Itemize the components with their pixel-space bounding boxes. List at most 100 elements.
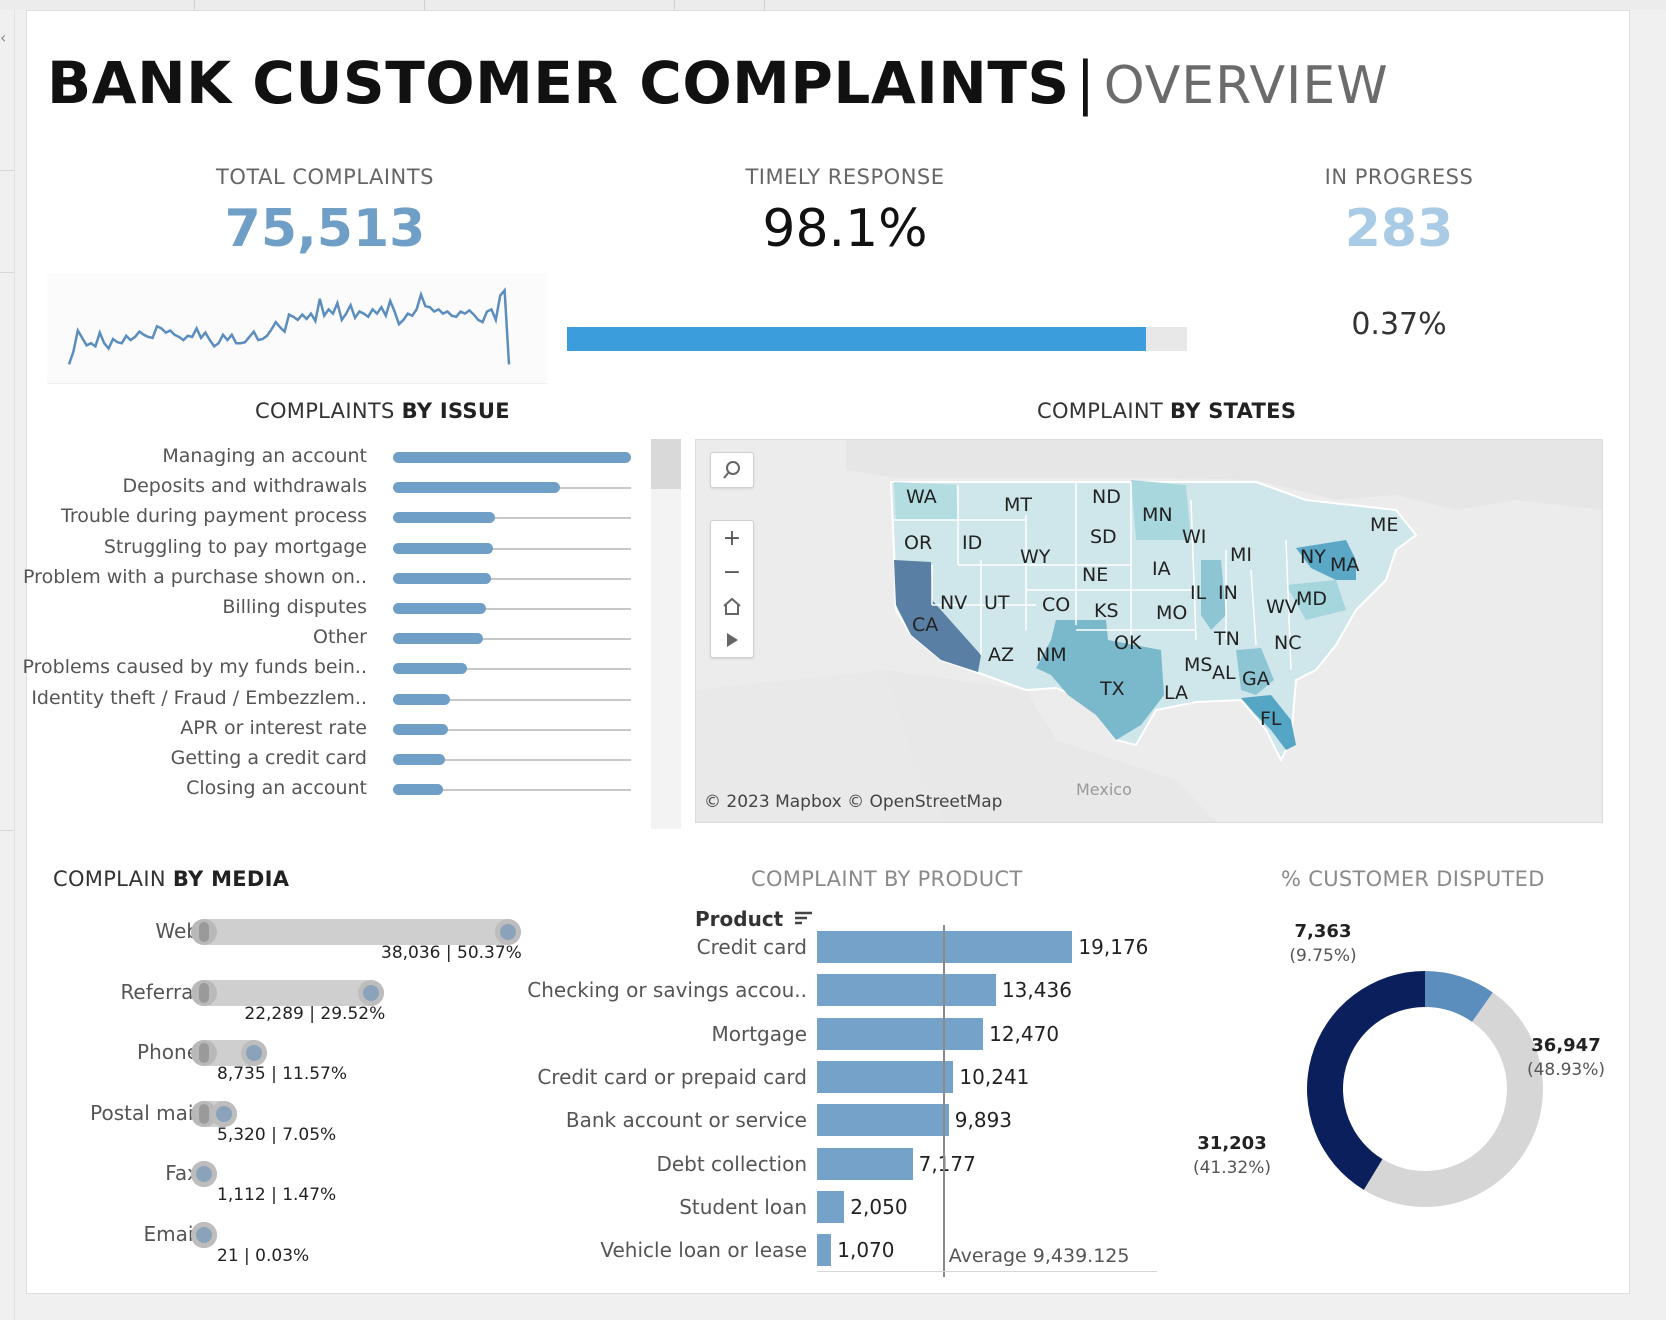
state-label-ks[interactable]: KS bbox=[1094, 600, 1119, 622]
issue-row[interactable]: Other bbox=[27, 624, 667, 654]
media-end-dot[interactable] bbox=[358, 979, 385, 1006]
state-label-mo[interactable]: MO bbox=[1156, 602, 1188, 624]
product-bar[interactable] bbox=[817, 1017, 984, 1050]
state-label-id[interactable]: ID bbox=[962, 532, 983, 554]
state-label-sd[interactable]: SD bbox=[1090, 526, 1117, 548]
state-label-ga[interactable]: GA bbox=[1242, 668, 1270, 690]
state-label-la[interactable]: LA bbox=[1164, 682, 1189, 704]
state-label-az[interactable]: AZ bbox=[988, 644, 1015, 666]
state-label-al[interactable]: AL bbox=[1212, 662, 1236, 684]
issue-row[interactable]: Problems caused by my funds bein.. bbox=[23, 654, 667, 684]
product-bar[interactable] bbox=[817, 1104, 949, 1137]
media-row[interactable]: Postal mail 5,320 | 7.05% bbox=[27, 1100, 587, 1161]
state-label-ne[interactable]: NE bbox=[1082, 564, 1109, 586]
issues-scrollbar[interactable] bbox=[651, 439, 681, 829]
donut-slice-3[interactable] bbox=[1307, 971, 1425, 1190]
state-label-nc[interactable]: NC bbox=[1274, 632, 1302, 654]
zoom-out-button[interactable]: − bbox=[711, 555, 753, 589]
issue-row[interactable]: Problem with a purchase shown on.. bbox=[23, 564, 667, 594]
state-mn-shape[interactable] bbox=[1131, 480, 1191, 540]
donut-slice-1[interactable] bbox=[1425, 971, 1493, 1022]
state-label-il[interactable]: IL bbox=[1190, 582, 1207, 604]
disputed-donut-chart[interactable] bbox=[1297, 961, 1553, 1217]
product-bar[interactable] bbox=[817, 974, 996, 1007]
state-label-wa[interactable]: WA bbox=[906, 486, 937, 508]
state-label-mn[interactable]: MN bbox=[1142, 504, 1173, 526]
tab-segment[interactable] bbox=[674, 0, 765, 10]
media-row[interactable]: Fax 1,112 | 1.47% bbox=[27, 1161, 587, 1221]
state-label-nd[interactable]: ND bbox=[1092, 486, 1121, 508]
issues-scrollbar-thumb[interactable] bbox=[651, 439, 681, 489]
map-expand-button[interactable] bbox=[711, 623, 753, 657]
timely-response-bar[interactable] bbox=[567, 327, 1187, 351]
state-label-md[interactable]: MD bbox=[1296, 588, 1328, 610]
map-attribution[interactable]: © 2023 Mapbox © OpenStreetMap bbox=[704, 792, 1003, 812]
state-label-nv[interactable]: NV bbox=[940, 592, 968, 614]
map-search-control[interactable] bbox=[710, 452, 754, 488]
issue-row[interactable]: Closing an account bbox=[27, 775, 667, 805]
media-end-dot[interactable] bbox=[240, 1040, 267, 1067]
complaints-sparkline-area[interactable] bbox=[47, 273, 547, 384]
state-label-wv[interactable]: WV bbox=[1266, 596, 1298, 618]
state-label-co[interactable]: CO bbox=[1042, 594, 1071, 616]
state-label-tx[interactable]: TX bbox=[1100, 678, 1125, 700]
product-column-header[interactable]: Product bbox=[695, 907, 814, 931]
state-label-wi[interactable]: WI bbox=[1182, 526, 1207, 548]
tab-segment[interactable] bbox=[194, 0, 425, 10]
state-label-ia[interactable]: IA bbox=[1152, 558, 1171, 580]
product-bar[interactable] bbox=[817, 1060, 954, 1093]
state-fl-shape[interactable] bbox=[1241, 695, 1296, 750]
media-end-dot[interactable] bbox=[191, 1161, 217, 1188]
issue-row[interactable]: Struggling to pay mortgage bbox=[27, 534, 667, 564]
state-label-ms[interactable]: MS bbox=[1184, 654, 1213, 676]
state-il-shape[interactable] bbox=[1201, 560, 1226, 630]
sort-icon[interactable] bbox=[794, 910, 814, 926]
issue-row[interactable]: APR or interest rate bbox=[27, 715, 667, 745]
issue-row[interactable]: Identity theft / Fraud / Embezzlem.. bbox=[27, 685, 667, 715]
media-end-dot[interactable] bbox=[495, 919, 521, 945]
state-wa-shape[interactable] bbox=[894, 482, 958, 520]
state-label-nm[interactable]: NM bbox=[1036, 644, 1067, 666]
state-label-wy[interactable]: WY bbox=[1020, 546, 1051, 568]
state-ny-shape[interactable] bbox=[1296, 540, 1356, 580]
state-mid-atlantic-shape[interactable] bbox=[1286, 580, 1346, 620]
issue-row[interactable]: Getting a credit card bbox=[27, 745, 667, 775]
media-end-dot[interactable] bbox=[211, 1100, 238, 1127]
media-end-dot[interactable] bbox=[191, 1222, 217, 1248]
issue-bar bbox=[393, 572, 491, 584]
issue-row[interactable]: Trouble during payment process bbox=[27, 503, 667, 533]
state-ca-shape[interactable] bbox=[894, 560, 981, 672]
media-row[interactable]: Referral 22,289 | 29.52% bbox=[27, 979, 587, 1040]
tab-segment[interactable] bbox=[424, 0, 675, 10]
media-row[interactable]: Web 38,036 | 50.37% bbox=[27, 919, 587, 979]
state-label-or[interactable]: OR bbox=[904, 532, 933, 554]
map-search-button[interactable] bbox=[711, 453, 753, 487]
issue-row[interactable]: Managing an account bbox=[27, 443, 667, 473]
state-label-mi[interactable]: MI bbox=[1230, 544, 1252, 566]
state-ga-shape[interactable] bbox=[1236, 648, 1274, 695]
issue-row[interactable]: Deposits and withdrawals bbox=[27, 473, 667, 503]
state-label-ok[interactable]: OK bbox=[1114, 632, 1142, 654]
state-label-ut[interactable]: UT bbox=[984, 592, 1010, 614]
product-bar[interactable] bbox=[817, 1190, 845, 1223]
state-label-mt[interactable]: MT bbox=[1004, 494, 1032, 516]
donut-slice-2[interactable] bbox=[1363, 992, 1543, 1207]
tab-segment[interactable] bbox=[0, 0, 195, 10]
state-label-tn[interactable]: TN bbox=[1214, 628, 1240, 650]
map-home-button[interactable] bbox=[711, 589, 753, 623]
product-bar[interactable] bbox=[817, 1147, 913, 1180]
zoom-in-button[interactable]: + bbox=[711, 521, 753, 555]
state-label-fl[interactable]: FL bbox=[1260, 708, 1282, 730]
media-row[interactable]: Phone 8,735 | 11.57% bbox=[27, 1040, 587, 1100]
product-bar[interactable] bbox=[817, 1234, 832, 1267]
state-tx-shape[interactable] bbox=[1036, 620, 1164, 740]
state-label-in[interactable]: IN bbox=[1218, 582, 1238, 604]
media-row[interactable]: Email 21 | 0.03% bbox=[27, 1222, 587, 1282]
us-states-map[interactable]: + − WA MT ND MN ME OR ID SD WI MI NY MA WY NE IA IL IN NV… bbox=[695, 439, 1603, 823]
state-label-ca[interactable]: CA bbox=[912, 614, 939, 636]
issue-row[interactable]: Billing disputes bbox=[27, 594, 667, 624]
state-label-me[interactable]: ME bbox=[1370, 514, 1399, 536]
state-label-ma[interactable]: MA bbox=[1330, 554, 1360, 576]
chevron-left-icon[interactable]: ‹ bbox=[0, 28, 7, 47]
state-label-ny[interactable]: NY bbox=[1300, 546, 1326, 568]
